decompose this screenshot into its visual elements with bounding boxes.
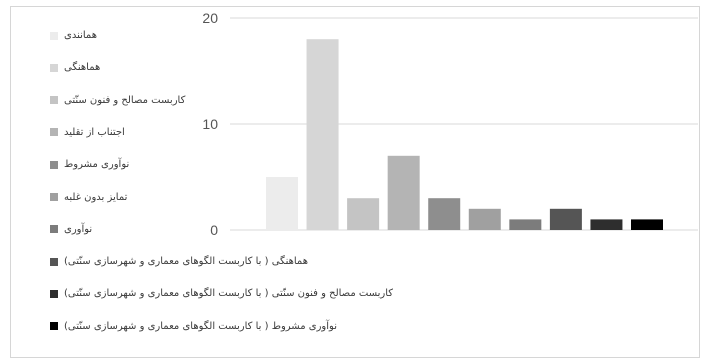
legend-label: تمایز بدون غلبه: [64, 191, 128, 203]
legend-swatch: [50, 289, 58, 298]
legend-swatch: [50, 63, 58, 72]
legend-item-5: نوآوری مشروط: [50, 159, 129, 170]
legend-label: اجتناب از تقلید: [64, 126, 125, 138]
bar-5: [428, 198, 461, 230]
legend-swatch: [50, 225, 58, 234]
bar-7: [509, 219, 542, 230]
legend-label: نوآوری مشروط: [64, 159, 130, 171]
y-tick-label: 0: [210, 222, 218, 238]
legend-item-8: هماهنگی ( با کاربست الگوهای معماری و شهر…: [50, 256, 308, 267]
bar-10: [631, 219, 663, 230]
legend-label: هماهنگی: [64, 62, 101, 74]
bar-6: [468, 208, 501, 230]
legend-item-3: کاربست مصالح و فنون سنّتی: [50, 95, 185, 106]
bar-4: [387, 155, 420, 230]
bar-2: [306, 39, 339, 231]
legend-item-4: اجتناب از تقلید: [50, 127, 125, 138]
y-tick-label: 20: [202, 10, 218, 26]
bar-3: [347, 198, 380, 230]
legend-label: نوآوری مشروط ( با کاربست الگوهای معماری …: [64, 320, 337, 332]
legend-swatch: [50, 193, 58, 201]
legend-swatch: [50, 257, 58, 266]
legend-item-7: نوآوری: [50, 224, 92, 235]
legend-item-6: تمایز بدون غلبه: [50, 192, 127, 203]
legend-label: هماهنگی ( با کاربست الگوهای معماری و شهر…: [64, 256, 308, 268]
legend-label: همانندی: [64, 30, 97, 41]
legend-item-1: همانندی: [50, 30, 97, 41]
bar-8: [549, 208, 582, 230]
legend-item-2: هماهنگی: [50, 62, 100, 73]
legend-label: نوآوری: [64, 223, 93, 235]
legend-swatch: [50, 322, 58, 331]
y-tick-label: 10: [202, 116, 218, 132]
bar-9: [590, 219, 623, 230]
chart-frame: [10, 6, 700, 358]
legend-swatch: [50, 31, 58, 40]
legend-item-9: کاربست مصالح و فنون سنّتی ( با کاربست ال…: [50, 288, 393, 299]
legend-label: کاربست مصالح و فنون سنّتی ( با کاربست ال…: [64, 288, 394, 300]
legend-swatch: [50, 96, 58, 105]
legend-swatch: [50, 128, 58, 137]
bar-1: [266, 177, 298, 230]
legend-item-10: نوآوری مشروط ( با کاربست الگوهای معماری …: [50, 321, 337, 332]
legend-label: کاربست مصالح و فنون سنّتی: [64, 94, 186, 106]
legend-swatch: [50, 160, 58, 169]
